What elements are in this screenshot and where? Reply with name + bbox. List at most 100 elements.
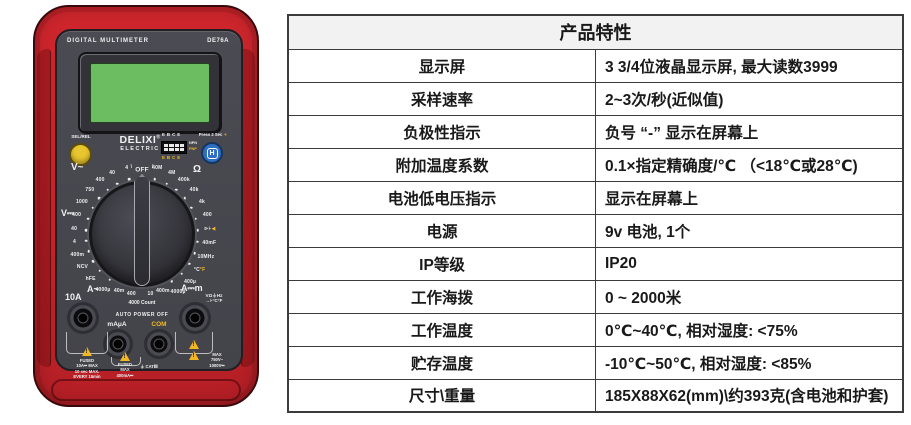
socket-label-bottom: EBCE <box>162 155 183 160</box>
dial-group-vac: V~ <box>71 162 84 173</box>
dial-tick-dot <box>87 250 91 253</box>
dial-range-label: 4M <box>168 169 176 176</box>
maua-jack-label: mAμA <box>107 321 127 328</box>
socket-label-top: EBCE <box>162 132 183 137</box>
dial-tick-dot <box>194 217 198 220</box>
dial-tick-dot <box>86 217 90 220</box>
spec-label: 显示屏 <box>287 48 596 83</box>
dial-tick-dot <box>98 269 102 273</box>
socket-npn-label: NPN <box>189 141 198 145</box>
warning-bracket-mid <box>111 357 141 366</box>
hold-label-text: Press 2 Sec <box>198 132 223 137</box>
dial-tick-dot <box>106 188 109 192</box>
hold-label: Press 2 Sec ☀ <box>191 132 235 138</box>
dial-range-label: 40m <box>113 287 125 294</box>
dial-tick-dot <box>153 178 156 181</box>
spec-row: 电源 9v 电池, 1个 <box>287 213 904 248</box>
spec-value: 3 3/4位液晶显示屏, 最大读数3999 <box>595 48 904 83</box>
sel-rel-button <box>69 143 92 166</box>
dial-range-label: 4k <box>199 199 206 206</box>
jack-volt-ohm <box>182 305 208 331</box>
meter-panel: DIGITAL MULTIMETER DE76A SEL/REL DELIXI®… <box>55 29 243 379</box>
brand-logo: DELIXI® <box>105 134 175 147</box>
dial-tick-dot <box>193 251 196 255</box>
auto-power-off-label: AUTO POWER OFF <box>115 312 169 318</box>
spec-label: 尺寸\重量 <box>287 378 596 413</box>
dial-range-label: hFE <box>85 275 96 282</box>
spec-value: IP20 <box>595 246 904 281</box>
dial-tick-dot <box>190 206 193 209</box>
spec-label: 工作海拨 <box>287 279 596 314</box>
spec-table-body: 产品特性 显示屏 3 3/4位液晶显示屏, 最大读数3999 采样速率 2~3次/秒(… <box>287 14 904 413</box>
spec-label: 电源 <box>287 213 596 248</box>
com-jack-label: COM <box>151 321 167 328</box>
dial-range-label: 4 <box>125 164 129 171</box>
dial-range-label: 10MHz <box>197 254 215 261</box>
v-jack-label: VΩ⏚Hz →⊦°C°F <box>205 293 223 304</box>
brand-name: DELIXI <box>119 134 157 146</box>
spec-label: 工作温度 <box>287 312 596 347</box>
warning-triangle-icon <box>189 351 199 360</box>
spec-row: 采样速率 2~3次/秒(近似值) <box>287 81 904 116</box>
spec-table-title: 产品特性 <box>287 14 904 50</box>
dial-tick-dot <box>180 272 183 275</box>
warning-triangle-icon <box>82 347 92 356</box>
dial-tick-dot <box>196 240 199 244</box>
dial-tick-dot <box>91 259 95 263</box>
dial-tick-dot <box>84 228 88 232</box>
dial-group-ohm: Ω <box>193 164 202 175</box>
rotary-knob-pointer <box>134 174 150 286</box>
multimeter-photo: DIGITAL MULTIMETER DE76A SEL/REL DELIXI®… <box>32 5 260 408</box>
transistor-socket <box>161 141 187 154</box>
dial-range-label: °C°F <box>193 267 206 274</box>
dial-range-label: NCV <box>76 263 89 270</box>
spec-value: 0℃~40℃, 相对湿度: <75% <box>595 312 904 347</box>
spec-row: IP等级 IP20 <box>287 246 904 281</box>
jack-10a <box>70 305 96 331</box>
warning-text-mid: FUSED MAX 400mA⎓ <box>116 362 134 378</box>
spec-label: 贮存温度 <box>287 345 596 380</box>
spec-header-row: 产品特性 <box>287 14 904 50</box>
spec-label: 采样速率 <box>287 81 596 116</box>
hold-button-glyph: H <box>206 147 218 159</box>
dial-range-label: 400 <box>126 291 136 298</box>
spec-label: 电池低电压指示 <box>287 180 596 215</box>
dial-tick-dot <box>175 188 178 192</box>
dial-tick-dot <box>170 280 173 283</box>
dial-tick-dot <box>165 182 168 185</box>
dial-range-label: 400 <box>202 212 212 219</box>
dial-tick-dot <box>128 178 131 181</box>
spec-label: IP等级 <box>287 246 596 281</box>
spec-value: 负号 “-” 显示在屏幕上 <box>595 114 904 149</box>
dial-tick-dot <box>91 206 94 209</box>
dial-tick-dot <box>97 196 101 200</box>
count-label: 4000 Count <box>128 300 156 306</box>
dial-range-label: 40 <box>109 169 116 176</box>
dial-range-label: 40 <box>71 226 78 233</box>
dial-range-label: 4 <box>73 239 76 246</box>
dial-range-label: 400m <box>156 288 170 295</box>
jack-10a-label: 10A <box>65 292 82 302</box>
jack-com <box>147 332 171 356</box>
meter-model: DE76A <box>207 38 229 44</box>
warning-triangle-icon <box>189 340 199 349</box>
meter-holster-seam <box>51 379 241 401</box>
dial-tick-dot <box>116 182 119 185</box>
dial-range-label: 400 <box>95 177 105 184</box>
spec-label: 负极性指示 <box>287 114 596 149</box>
dial-group-adc: A⎓m <box>181 283 203 293</box>
spec-table: 产品特性 显示屏 3 3/4位液晶显示屏, 最大读数3999 采样速率 2~3次/秒(… <box>287 14 904 413</box>
spec-value: 0.1×指定精确度/℃ （<18℃或28℃) <box>595 147 904 182</box>
warning-text-right: MAX 750V~ 1000V⎓ <box>209 352 225 368</box>
meter-grip-left <box>37 49 51 367</box>
dial-range-label: / <box>151 163 154 170</box>
dial-tick-dot <box>108 278 112 282</box>
spec-value: -10℃~50℃, 相对湿度: <85% <box>595 345 904 380</box>
dial-group-vdc: V⎓ <box>61 208 75 218</box>
dial-range-label: 40M <box>152 164 163 171</box>
backlight-sun-icon: ☀ <box>223 132 228 137</box>
spec-row: 电池低电压指示 显示在屏幕上 <box>287 180 904 215</box>
dial-range-label: 1000 <box>75 199 88 206</box>
brand-registered-icon: ® <box>156 134 161 141</box>
dial-tick-dot <box>196 228 200 232</box>
